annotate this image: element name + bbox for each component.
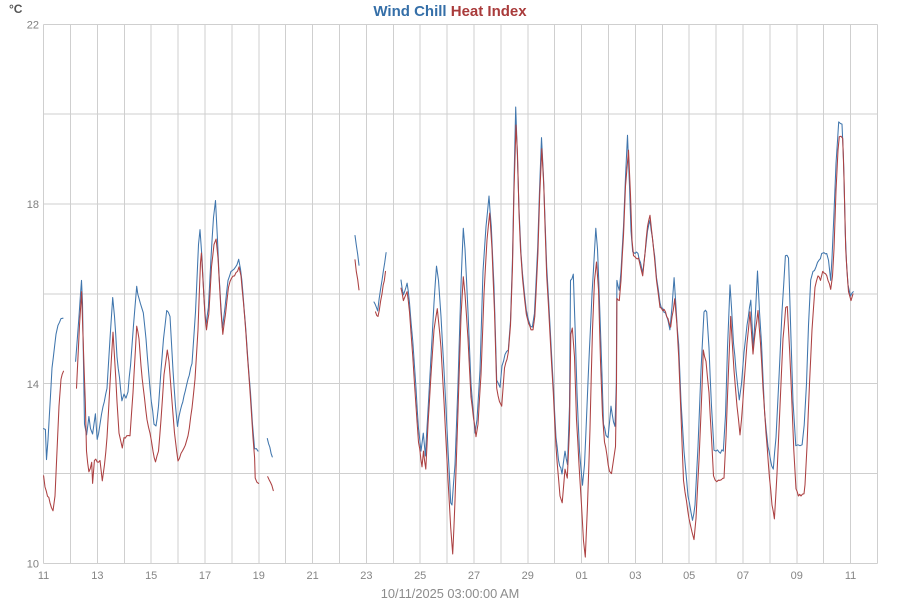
svg-text:19: 19: [253, 570, 265, 582]
svg-text:25: 25: [414, 570, 426, 582]
svg-text:05: 05: [683, 570, 695, 582]
svg-text:09: 09: [791, 570, 803, 582]
svg-text:23: 23: [360, 570, 372, 582]
svg-text:01: 01: [575, 570, 587, 582]
svg-text:03: 03: [629, 570, 641, 582]
svg-text:17: 17: [199, 570, 211, 582]
svg-text:10: 10: [27, 559, 39, 571]
svg-text:11: 11: [38, 570, 49, 582]
svg-text:15: 15: [145, 570, 157, 582]
svg-text:22: 22: [27, 20, 39, 32]
svg-text:11: 11: [845, 570, 856, 582]
svg-text:27: 27: [468, 570, 480, 582]
svg-text:18: 18: [27, 199, 39, 211]
svg-text:07: 07: [737, 570, 749, 582]
svg-text:13: 13: [91, 570, 103, 582]
svg-text:21: 21: [306, 570, 318, 582]
svg-text:14: 14: [27, 379, 39, 391]
svg-text:29: 29: [522, 570, 534, 582]
